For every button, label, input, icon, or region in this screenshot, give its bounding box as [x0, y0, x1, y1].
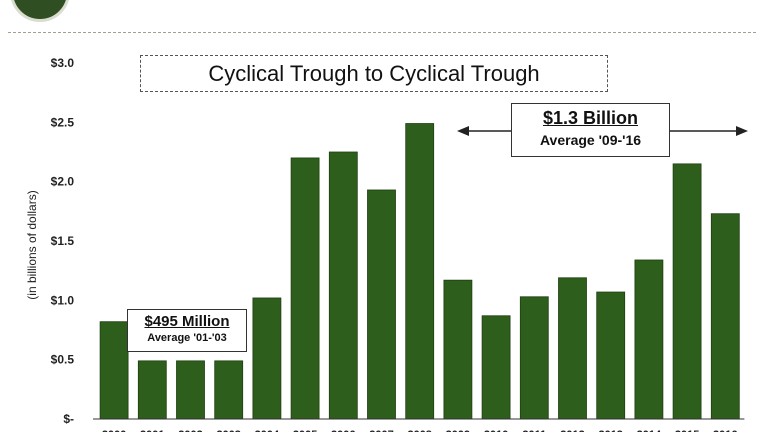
x-tick-label: 2006: [331, 429, 355, 432]
x-tick-label: 2005: [293, 429, 317, 432]
x-tick-label: 2002: [178, 429, 202, 432]
x-tick-label: 2010: [484, 429, 508, 432]
bar-2005: [290, 157, 320, 420]
x-tick-label: 2003: [216, 429, 240, 432]
bar-2015: [672, 163, 702, 420]
bar-2003: [214, 360, 244, 420]
callout-left-amount: $495 Million: [144, 313, 230, 330]
x-tick-label: 2000: [102, 429, 126, 432]
y-tick-label: $1.0: [51, 293, 75, 307]
bar-2009: [443, 279, 473, 420]
y-tick-label: $3.0: [51, 56, 75, 70]
bar-2000: [99, 321, 129, 420]
y-tick-label: $-: [63, 412, 74, 426]
y-axis-ticks: $- $0.5 $1.0 $1.5 $2.0 $2.5 $3.0: [51, 56, 75, 426]
callout-right-caption: Average '09-'16: [539, 132, 642, 148]
bar-2006: [328, 151, 358, 420]
bar-2007: [367, 189, 396, 420]
bar-2011: [519, 296, 549, 420]
x-tick-label: 2008: [407, 429, 431, 432]
x-tick-label: 2014: [637, 429, 662, 432]
x-axis-ticks: 2000 2001 2002 2003 2004 2005 2006 2007 2008 2009…: [102, 429, 738, 432]
callout-right-amount: $1.3 Billion: [542, 108, 639, 128]
bar-2013: [596, 291, 626, 420]
header-divider: [8, 32, 756, 33]
y-tick-label: $2.0: [51, 175, 75, 189]
bar-2004: [252, 297, 282, 420]
x-tick-label: 2009: [446, 429, 470, 432]
bars: [99, 123, 740, 420]
bar-2001: [137, 360, 167, 420]
y-axis-label: (in billions of dollars): [25, 190, 39, 299]
bar-2016: [710, 213, 740, 420]
callout-left-caption: Average '01-'03: [147, 332, 227, 344]
x-tick-label: 2001: [140, 429, 164, 432]
bar-2014: [634, 259, 664, 420]
bar-2010: [481, 315, 511, 420]
x-tick-label: 2011: [522, 429, 546, 432]
y-tick-label: $0.5: [51, 353, 75, 367]
bar-2008: [405, 123, 435, 420]
x-tick-label: 2016: [713, 429, 737, 432]
bar-2002: [176, 360, 205, 420]
x-tick-label: 2007: [369, 429, 393, 432]
x-tick-label: 2013: [598, 429, 622, 432]
chart-title: Cyclical Trough to Cyclical Trough: [140, 55, 608, 92]
x-tick-label: 2004: [255, 429, 280, 432]
bar-2012: [558, 277, 587, 420]
callout-2001-2003-average: $495 Million Average '01-'03: [127, 309, 247, 352]
x-tick-label: 2012: [560, 429, 584, 432]
x-tick-label: 2015: [675, 429, 699, 432]
y-tick-label: $1.5: [51, 234, 75, 248]
y-tick-label: $2.5: [51, 115, 75, 129]
callout-2009-2016-average: $1.3 Billion Average '09-'16: [511, 103, 670, 157]
